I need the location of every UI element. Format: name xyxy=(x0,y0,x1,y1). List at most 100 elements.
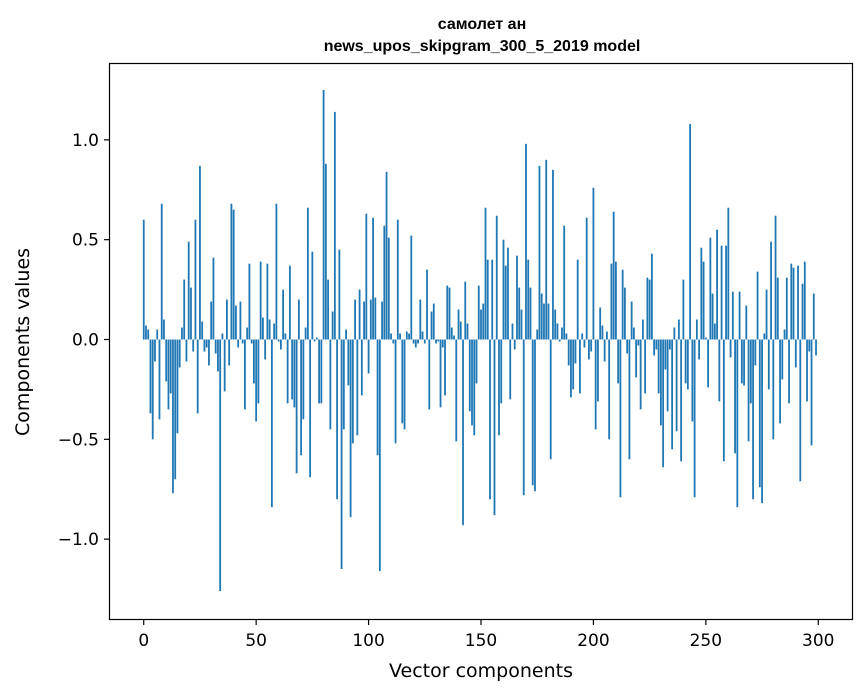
bar-163 xyxy=(509,339,512,400)
bar-165 xyxy=(513,339,516,350)
bar-263 xyxy=(734,339,736,454)
bar-47 xyxy=(248,263,251,340)
bar-230 xyxy=(659,339,662,426)
bar-258 xyxy=(722,339,725,462)
bar-214 xyxy=(624,287,626,340)
bar-220 xyxy=(637,339,640,346)
bar-44 xyxy=(241,339,244,344)
bar-248 xyxy=(700,247,703,340)
bar-148 xyxy=(475,339,478,384)
bar-33 xyxy=(217,339,219,372)
bar-153 xyxy=(486,259,489,340)
bar-123 xyxy=(419,299,422,340)
bar-144 xyxy=(466,323,469,340)
bar-71 xyxy=(302,339,305,420)
bar-91 xyxy=(347,339,350,386)
bar-255 xyxy=(716,229,718,340)
bar-42 xyxy=(237,339,240,348)
bar-85 xyxy=(333,111,336,340)
bar-40 xyxy=(232,209,235,340)
bar-293 xyxy=(801,283,804,340)
bar-269 xyxy=(747,339,750,442)
bar-234 xyxy=(668,339,671,350)
bar-95 xyxy=(356,339,359,436)
bar-110 xyxy=(390,333,392,340)
bar-206 xyxy=(606,331,608,340)
bar-17 xyxy=(181,327,183,340)
bar-210 xyxy=(615,261,617,340)
bar-4 xyxy=(151,339,154,440)
bar-270 xyxy=(749,339,752,404)
bar-173 xyxy=(531,339,534,486)
bar-223 xyxy=(644,339,647,394)
bar-111 xyxy=(392,339,395,344)
bar-145 xyxy=(468,339,471,412)
y-tick-label-4: 1.0 xyxy=(72,131,99,151)
bar-298 xyxy=(812,293,815,340)
bar-243 xyxy=(689,123,692,340)
bar-285 xyxy=(783,329,786,340)
bar-202 xyxy=(597,339,599,402)
bar-215 xyxy=(626,339,629,354)
bar-149 xyxy=(477,285,480,340)
bar-193 xyxy=(576,259,579,340)
bar-272 xyxy=(754,339,757,366)
bar-54 xyxy=(264,339,267,360)
bar-208 xyxy=(610,263,613,340)
bar-6 xyxy=(156,329,159,340)
bar-221 xyxy=(639,339,642,410)
bar-87 xyxy=(338,249,341,340)
bar-273 xyxy=(756,271,759,340)
bar-55 xyxy=(266,263,269,340)
bar-125 xyxy=(423,339,426,344)
bar-175 xyxy=(536,329,539,340)
bar-20 xyxy=(187,241,190,340)
bar-124 xyxy=(421,331,424,340)
bar-253 xyxy=(711,293,714,340)
bar-69 xyxy=(297,299,300,340)
bar-84 xyxy=(331,311,334,340)
bar-267 xyxy=(743,339,745,386)
bar-280 xyxy=(772,339,775,440)
bar-101 xyxy=(369,299,372,340)
bar-2 xyxy=(147,329,150,340)
x-tick-label-300: 300 xyxy=(802,631,834,651)
bar-239 xyxy=(680,339,683,462)
bar-102 xyxy=(372,217,374,340)
bar-195 xyxy=(581,333,584,340)
bar-79 xyxy=(320,339,323,404)
bar-182 xyxy=(552,169,554,340)
bar-63 xyxy=(284,333,287,340)
bar-29 xyxy=(208,339,210,366)
bar-60 xyxy=(277,339,280,342)
bar-81 xyxy=(324,163,327,340)
bar-138 xyxy=(453,335,455,340)
bar-56 xyxy=(268,319,271,340)
bar-119 xyxy=(410,235,413,340)
bar-114 xyxy=(399,333,401,340)
bar-142 xyxy=(462,339,464,526)
bar-58 xyxy=(273,323,276,340)
x-tick-label-50: 50 xyxy=(245,631,267,651)
bar-217 xyxy=(630,301,633,340)
bar-290 xyxy=(794,339,797,368)
bar-26 xyxy=(201,321,204,340)
bar-288 xyxy=(790,263,793,340)
bar-1 xyxy=(145,325,147,340)
bar-204 xyxy=(601,325,604,340)
bar-216 xyxy=(628,339,631,460)
bar-168 xyxy=(520,309,523,340)
x-tick-label-250: 250 xyxy=(690,631,722,651)
bar-67 xyxy=(293,339,296,408)
bar-106 xyxy=(381,301,383,340)
bar-284 xyxy=(781,339,784,380)
bar-236 xyxy=(673,327,676,340)
bar-268 xyxy=(745,305,748,340)
bar-188 xyxy=(565,333,568,340)
bar-96 xyxy=(358,289,361,340)
bar-169 xyxy=(522,339,525,496)
bar-113 xyxy=(396,219,399,340)
x-tick-label-100: 100 xyxy=(352,631,384,651)
bar-32 xyxy=(214,339,217,354)
